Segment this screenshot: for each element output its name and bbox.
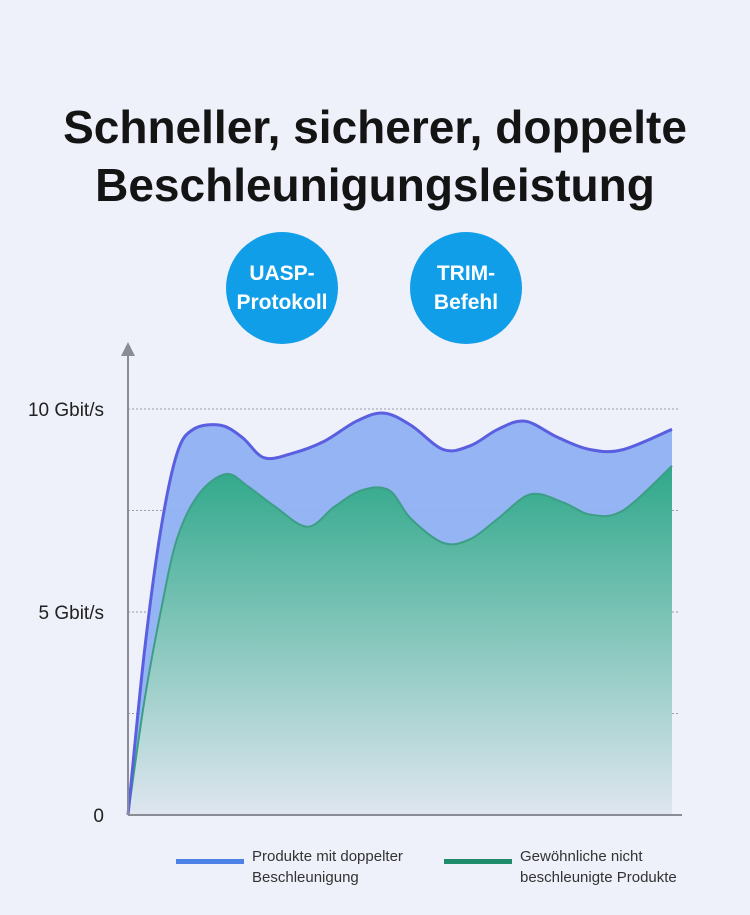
legend-normal-line-1: Gewöhnliche nicht <box>520 848 643 865</box>
legend-swatch-double <box>176 859 244 864</box>
uasp-protocol-badge: UASP- Protokoll <box>226 232 338 344</box>
speed-area-chart: 0 5 Gbit/s 10 Gbit/s <box>28 342 682 827</box>
series-line-normal <box>127 465 673 816</box>
legend-item-double: Produkte mit doppelter Beschleunigung <box>176 846 403 888</box>
y-tick-label: 5 Gbit/s <box>39 603 104 624</box>
legend-double-line-2: Beschleunigung <box>252 869 359 886</box>
title-line-1: Schneller, sicherer, doppelte <box>63 101 687 153</box>
series-line-double <box>126 411 673 816</box>
legend-normal-line-2: beschleunigte Produkte <box>520 869 677 886</box>
uasp-badge-line-2: Protokoll <box>236 291 328 314</box>
title-line-2: Beschleunigungsleistung <box>95 159 655 211</box>
y-tick-label: 0 <box>93 806 104 827</box>
uasp-badge-line-1: UASP- <box>249 262 315 285</box>
legend-label-normal: Gewöhnliche nicht beschleunigte Produkte <box>520 846 677 888</box>
legend-swatch-normal <box>444 859 512 864</box>
y-tick-label: 10 Gbit/s <box>28 400 104 421</box>
trim-badge-line-2: Befehl <box>433 291 499 314</box>
legend-item-normal: Gewöhnliche nicht beschleunigte Produkte <box>444 846 677 888</box>
page-title: Schneller, sicherer, doppelte Beschleuni… <box>0 98 750 214</box>
y-tick-labels: 0 5 Gbit/s 10 Gbit/s <box>28 400 104 827</box>
trim-command-badge: TRIM- Befehl <box>410 232 522 344</box>
legend-label-double: Produkte mit doppelter Beschleunigung <box>252 846 403 888</box>
trim-badge-line-1: TRIM- <box>436 262 496 285</box>
y-axis-arrow <box>121 342 135 356</box>
axes <box>121 342 682 816</box>
legend-double-line-1: Produkte mit doppelter <box>252 848 403 865</box>
series-layer <box>126 411 673 816</box>
series-area-normal <box>128 465 672 815</box>
